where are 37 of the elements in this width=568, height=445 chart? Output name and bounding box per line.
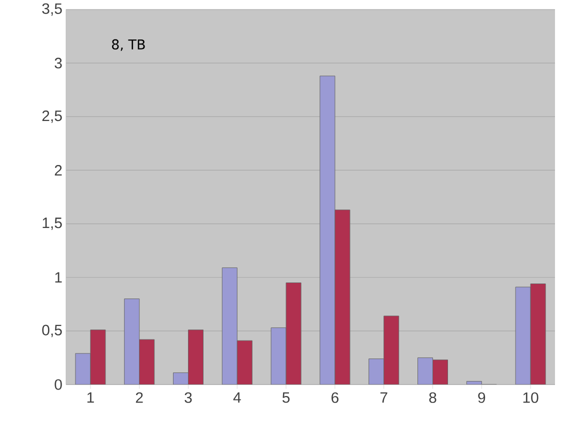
y-tick-label: 0 [54,379,62,390]
y-tick-label: 1 [55,272,62,283]
bar [432,360,448,385]
bar [124,298,140,385]
bar [334,210,350,385]
bar [515,287,531,385]
bar [173,372,188,385]
x-tick-label: 4 [233,392,241,403]
bar [188,330,204,385]
y-tick-label: 0,5 [42,324,62,338]
x-tick-label: 3 [184,392,192,404]
y-tick-label: 3,5 [42,4,62,16]
bar [139,340,155,385]
bar [222,268,238,385]
bar [320,76,336,385]
x-tick-label: 6 [332,392,338,404]
x-tick-label: 7 [380,392,388,403]
bar [270,328,286,385]
annotation: 8, TB [112,40,145,52]
bar [286,282,302,385]
bar [417,358,433,385]
bar [90,330,106,385]
bar [530,284,546,385]
x-tick-label: 2 [136,392,143,404]
y-tick-label: 2,5 [42,110,62,124]
bar [368,359,384,385]
x-tick-label: 8 [429,392,436,404]
bar [384,316,399,385]
x-tick-label: 1 [87,392,94,403]
y-tick-label: 1,5 [42,218,62,230]
x-tick-label: 5 [282,392,290,404]
bar [236,340,252,385]
y-tick-label: 3 [54,58,62,69]
x-tick-label: 10 [523,392,538,404]
bar [75,353,91,385]
y-tick-label: 2 [54,165,62,176]
x-tick-label: 9 [478,392,486,404]
